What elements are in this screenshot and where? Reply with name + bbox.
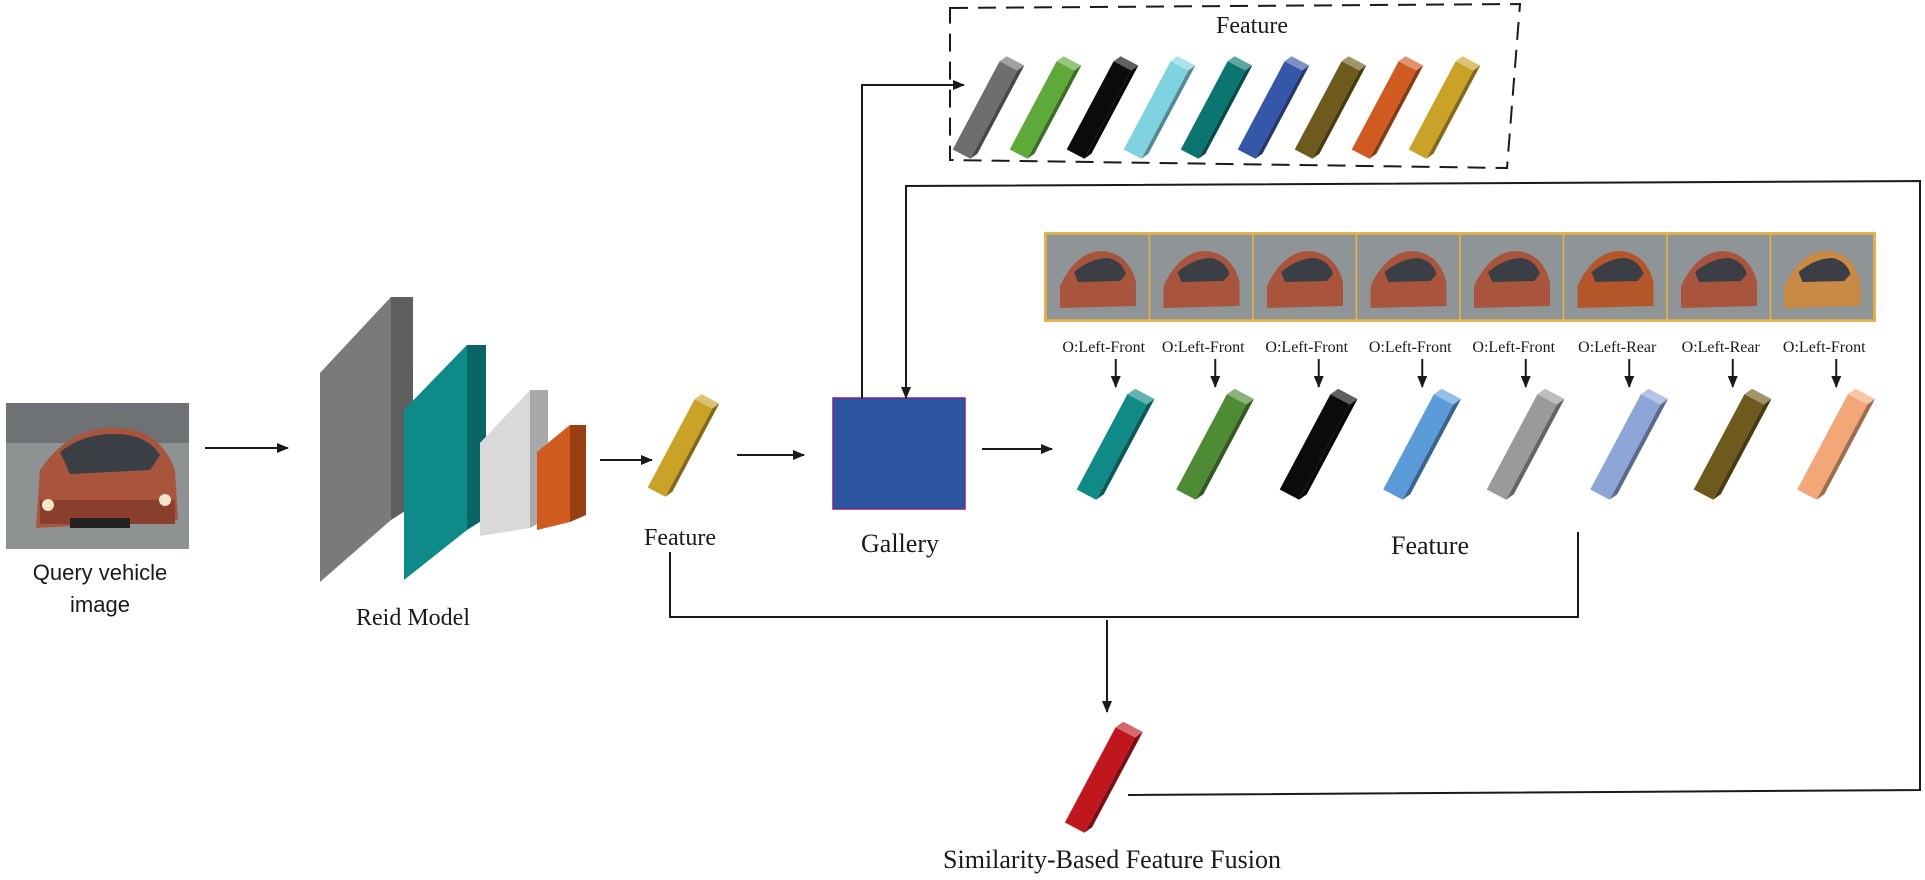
top-feature-bar-6 (1237, 56, 1310, 159)
reid-layer-1 (320, 297, 413, 582)
orientation-label-1: O:Left-Front (1062, 339, 1145, 356)
gallery-image-3 (1252, 233, 1358, 321)
query-feature-label: Feature (644, 525, 716, 551)
top-feature-bar-5 (1180, 56, 1253, 159)
orientation-label-3: O:Left-Front (1265, 339, 1348, 356)
gallery-feature-bar-7 (1693, 388, 1772, 500)
query-image-label-line2: image (70, 592, 130, 617)
gallery-feature-bar-2 (1176, 388, 1254, 500)
gallery-box (832, 397, 966, 510)
reid-layer-4 (537, 425, 586, 530)
gallery-feature-bar-4 (1383, 388, 1461, 500)
gallery-feature-bar-6 (1590, 388, 1668, 500)
connector-features-to-fusion (669, 532, 1579, 618)
gallery-label: Gallery (861, 529, 939, 558)
orientation-label-2: O:Left-Front (1162, 339, 1245, 356)
top-feature-bar-1 (952, 56, 1025, 159)
gallery-image-1 (1045, 233, 1151, 321)
gallery-features: O:Left-Front O:Left-Front O:Left-Front O:Le… (1062, 339, 1875, 500)
reid-layer-2 (404, 345, 486, 580)
fusion-feature-bar (1064, 721, 1143, 833)
gallery-image-7 (1666, 233, 1772, 321)
top-features (952, 56, 1481, 159)
gallery-image-8 (1769, 233, 1875, 321)
gallery-feature-bar-3 (1279, 388, 1358, 500)
gallery-image-2 (1148, 233, 1254, 321)
query-vehicle-image (6, 403, 189, 549)
gallery-feature-bar-5 (1486, 388, 1565, 500)
gallery-image-strip (1044, 232, 1876, 322)
gallery-feature-bar-8 (1797, 388, 1875, 500)
gallery-strip-border (1044, 232, 1876, 322)
reid-model-label: Reid Model (356, 605, 470, 631)
top-feature-bar-2 (1009, 56, 1082, 159)
orientation-label-6: O:Left-Rear (1578, 339, 1657, 356)
arrow-gallery-to-top-features (861, 80, 965, 398)
top-feature-bar-8 (1351, 56, 1424, 159)
gallery-image-6 (1562, 233, 1668, 321)
orientation-label-5: O:Left-Front (1472, 339, 1555, 356)
arrow-fusion-feedback-to-gallery (901, 179, 1921, 796)
gallery-image-5 (1459, 233, 1565, 321)
gallery-feature-bar-1 (1076, 388, 1155, 500)
top-feature-bar-7 (1294, 56, 1367, 159)
query-feature (647, 394, 720, 497)
orientation-label-8: O:Left-Front (1783, 339, 1866, 356)
reid-model (320, 297, 586, 582)
query-image-label-line1: Query vehicle (33, 560, 168, 585)
fusion-feature (1064, 721, 1143, 833)
orientation-label-7: O:Left-Rear (1682, 339, 1761, 356)
query-feature-bar (647, 394, 720, 497)
orientation-label-4: O:Left-Front (1369, 339, 1452, 356)
fusion-label: Similarity-Based Feature Fusion (943, 845, 1281, 874)
top-feature-label: Feature (1216, 13, 1288, 39)
top-feature-bar-9 (1408, 56, 1481, 159)
top-feature-box (949, 2, 1522, 170)
gallery-feature-label: Feature (1391, 531, 1469, 560)
top-feature-bar-4 (1123, 56, 1196, 159)
gallery-image-4 (1355, 233, 1461, 321)
top-feature-bar-3 (1066, 56, 1139, 159)
